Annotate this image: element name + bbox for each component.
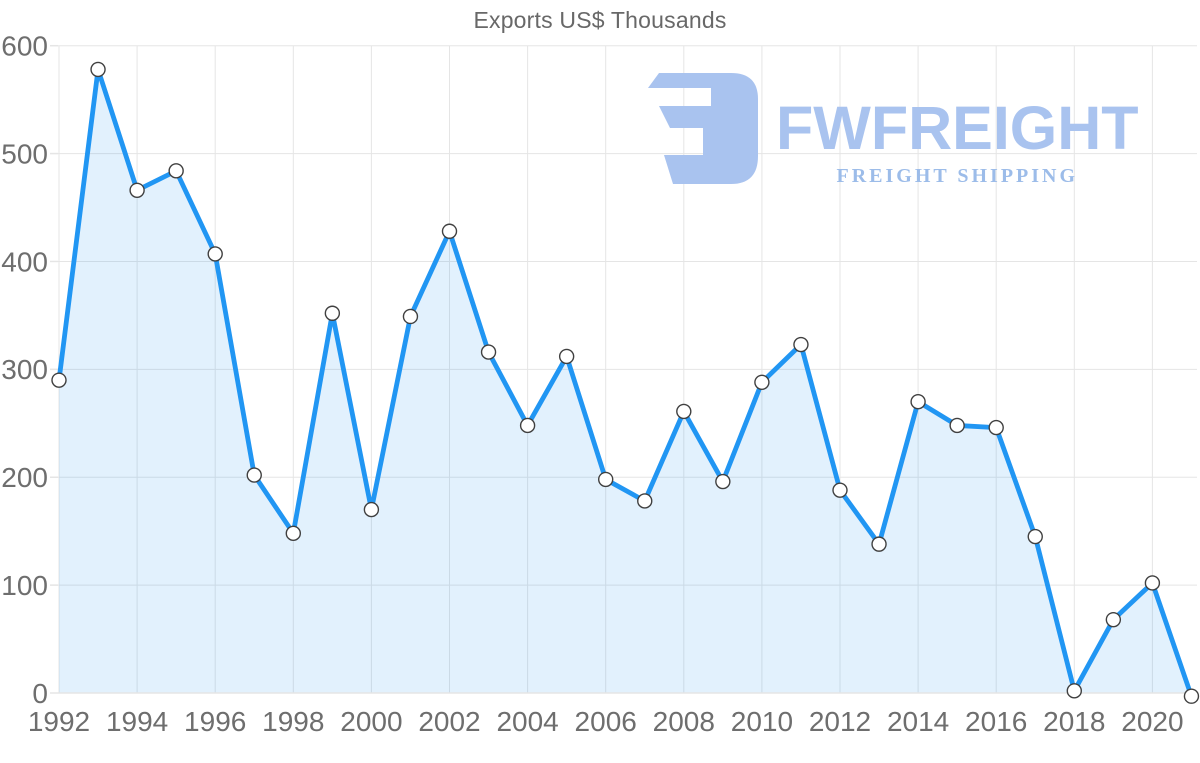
y-axis-label: 600 xyxy=(1,31,48,62)
logo-f-glyph xyxy=(648,73,758,184)
x-axis-label: 2002 xyxy=(418,706,480,737)
data-point-2003[interactable] xyxy=(480,344,497,360)
data-point-1996[interactable] xyxy=(207,246,223,262)
data-point-2007[interactable] xyxy=(637,493,653,509)
data-point-1994[interactable] xyxy=(129,182,145,198)
chart-title: Exports US$ Thousands xyxy=(473,7,727,33)
x-axis-label: 2018 xyxy=(1043,706,1105,737)
x-axis-label: 1994 xyxy=(106,706,168,737)
data-point-2016[interactable] xyxy=(988,419,1004,436)
data-point-2018[interactable] xyxy=(1066,683,1083,699)
x-axis-label: 1998 xyxy=(262,706,324,737)
data-point-2000[interactable] xyxy=(363,501,380,518)
y-axis-label: 200 xyxy=(1,462,48,493)
data-point-2013[interactable] xyxy=(871,536,887,552)
data-point-2004[interactable] xyxy=(519,417,536,434)
data-point-2014[interactable] xyxy=(910,394,926,410)
data-point-2019[interactable] xyxy=(1105,611,1122,628)
series-line xyxy=(56,67,1194,699)
y-axis-label: 100 xyxy=(1,570,48,601)
y-axis-label: 500 xyxy=(1,138,48,169)
y-axis-label: 400 xyxy=(1,246,48,277)
brand-logo: FWFREIGHT FREIGHT SHIPPING xyxy=(646,71,1139,188)
data-point-2005[interactable] xyxy=(558,348,575,365)
fwfreight-logo-icon xyxy=(648,73,758,184)
data-point-2015[interactable] xyxy=(949,417,965,434)
x-axis-label: 2008 xyxy=(653,706,715,737)
data-point-2008[interactable] xyxy=(676,403,692,420)
x-axis-label: 2010 xyxy=(731,706,793,737)
data-point-2020[interactable] xyxy=(1144,575,1161,591)
x-axis-label: 2016 xyxy=(965,706,1027,737)
x-axis-label: 2014 xyxy=(887,706,949,737)
x-axis-label: 2004 xyxy=(496,706,558,737)
brand-wordmark: FWFREIGHT xyxy=(776,94,1139,162)
data-point-2006[interactable] xyxy=(598,471,614,488)
data-point-1999[interactable] xyxy=(324,305,341,321)
x-axis-label: 1996 xyxy=(184,706,246,737)
data-point-2017[interactable] xyxy=(1027,528,1043,545)
data-point-1998[interactable] xyxy=(285,525,301,542)
y-axis-label: 0 xyxy=(32,678,48,709)
data-point-2010[interactable] xyxy=(754,374,770,390)
data-point-1992[interactable] xyxy=(51,372,67,388)
data-point-2009[interactable] xyxy=(715,473,731,490)
data-point-2001[interactable] xyxy=(402,308,419,325)
data-point-2002[interactable] xyxy=(441,223,458,239)
data-point-1997[interactable] xyxy=(246,467,262,483)
brand-tagline: FREIGHT SHIPPING xyxy=(836,165,1079,187)
brand-text-block: FWFREIGHT FREIGHT SHIPPING xyxy=(776,71,1139,188)
x-axis-label: 2012 xyxy=(809,706,871,737)
x-axis-label: 2006 xyxy=(575,706,637,737)
x-axis-label: 2020 xyxy=(1121,706,1183,737)
y-axis-label: 300 xyxy=(1,354,48,385)
data-point-2012[interactable] xyxy=(832,482,848,498)
x-axis-label: 1992 xyxy=(28,706,90,737)
area-fill xyxy=(59,69,1192,697)
data-point-2011[interactable] xyxy=(793,336,809,353)
data-point-1993[interactable] xyxy=(90,61,106,78)
data-point-1995[interactable] xyxy=(168,163,184,179)
x-axis-label: 2000 xyxy=(340,706,402,737)
data-point-2021[interactable] xyxy=(1183,688,1200,704)
